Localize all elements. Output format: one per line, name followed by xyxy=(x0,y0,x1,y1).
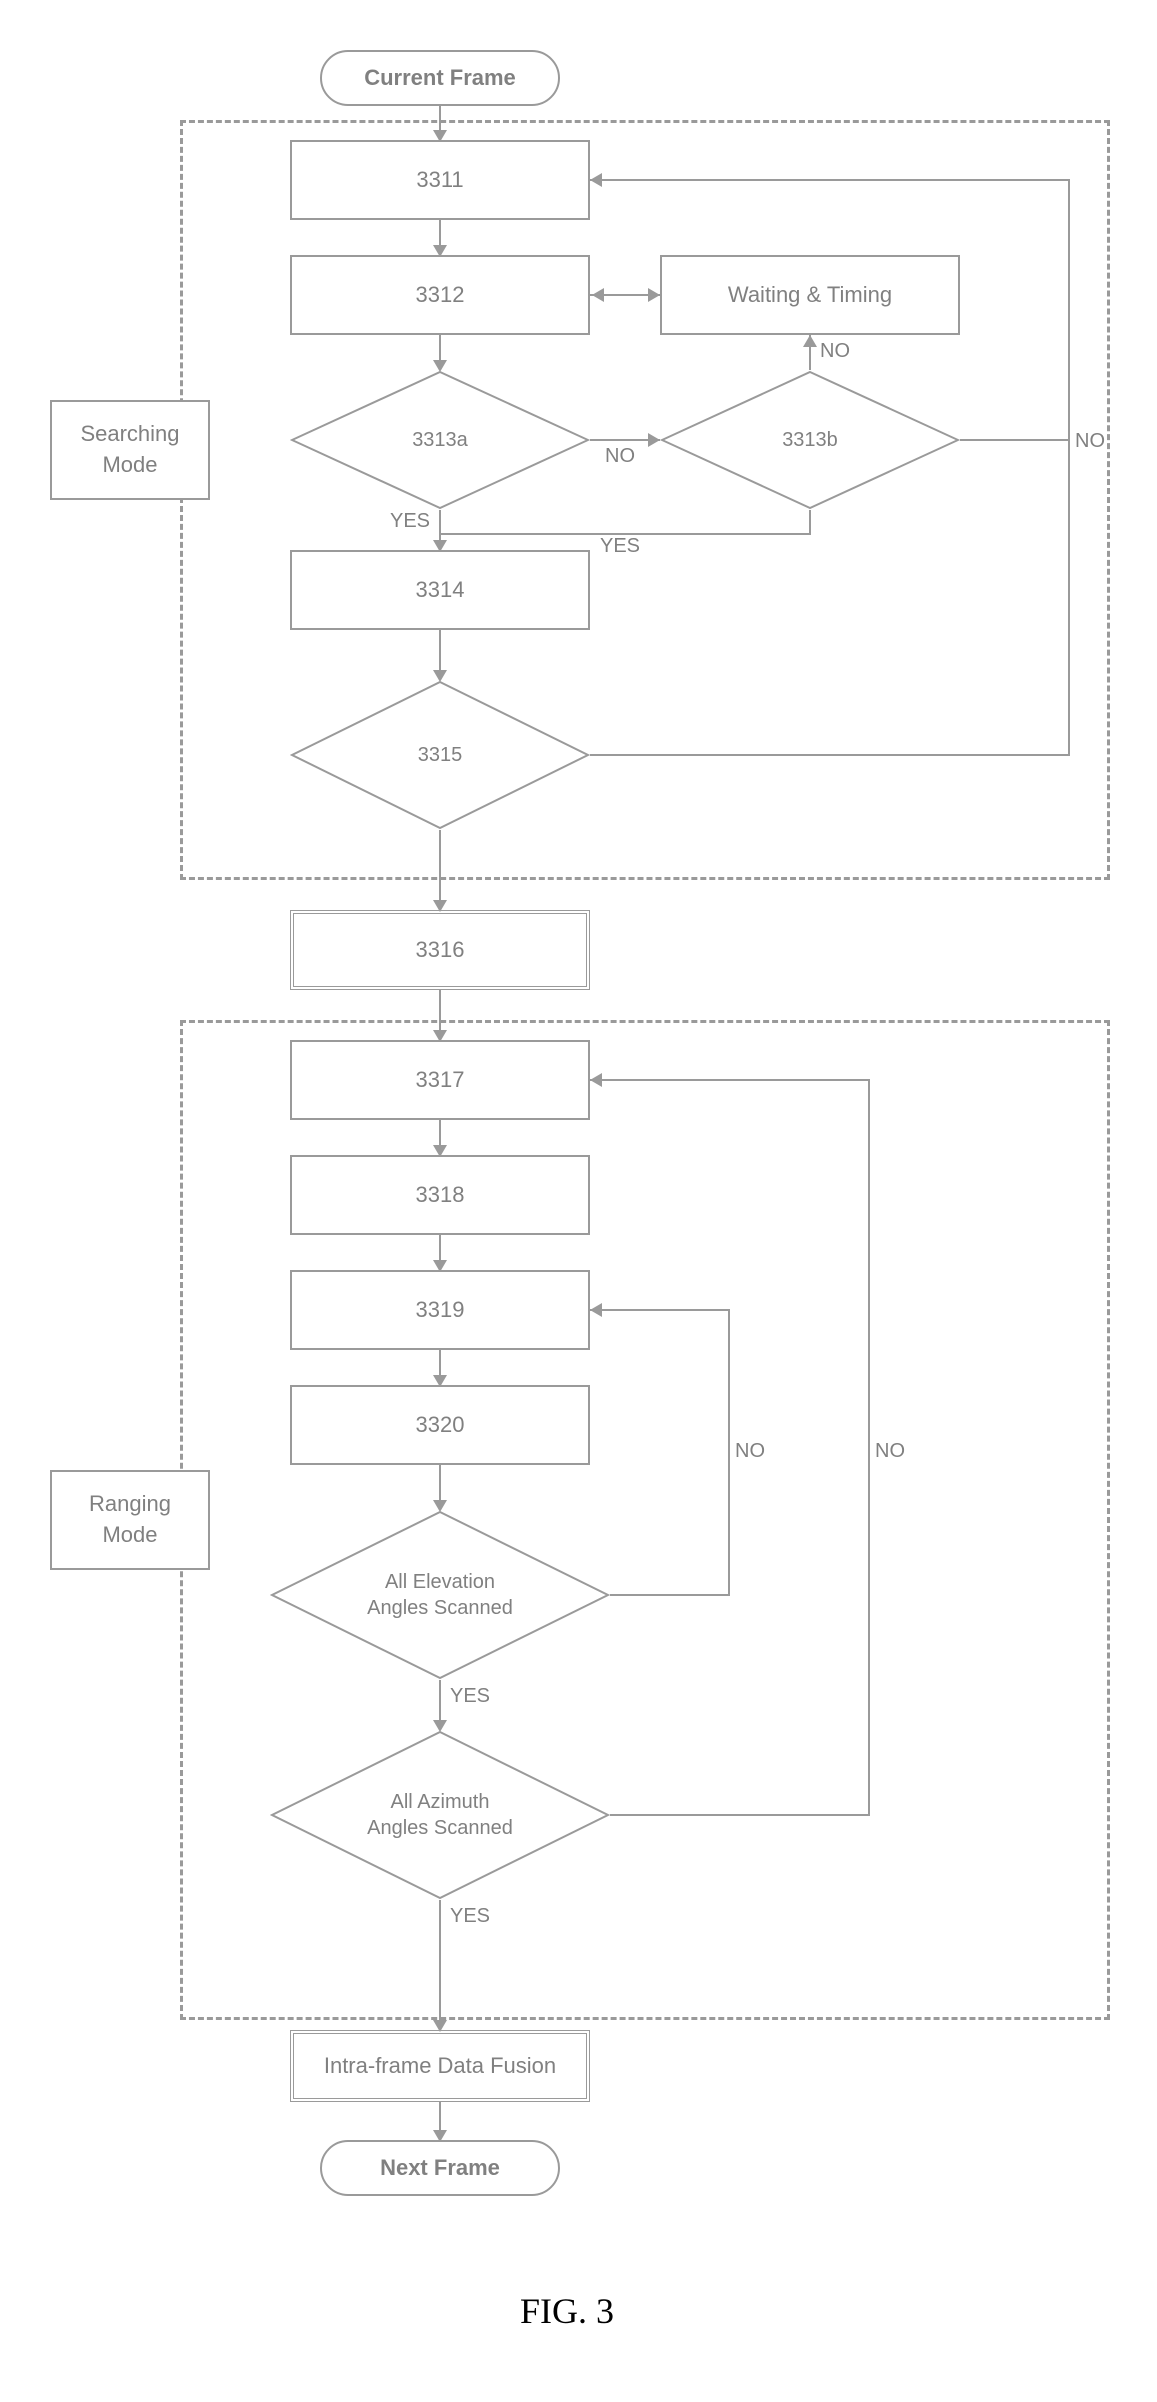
node-3313a: 3313a xyxy=(290,370,590,510)
edge xyxy=(728,1310,730,1596)
edge-arrow xyxy=(433,1720,447,1732)
node-fusion: Intra-frame Data Fusion xyxy=(290,2030,590,2102)
node-3319: 3319 xyxy=(290,1270,590,1350)
edge xyxy=(610,1594,730,1596)
edge-label-no: NO xyxy=(875,1440,905,1463)
edge xyxy=(439,830,441,910)
edge-arrow xyxy=(433,900,447,912)
node-3318-label: 3318 xyxy=(416,1182,465,1208)
edge xyxy=(1068,441,1070,756)
edge xyxy=(960,439,1070,441)
edge-arrow xyxy=(648,288,660,302)
figure-caption-text: FIG. 3 xyxy=(520,2291,614,2331)
end-terminator: Next Frame xyxy=(320,2140,560,2196)
edge xyxy=(439,1900,441,2030)
edge xyxy=(868,1080,870,1816)
edge-arrow xyxy=(433,1260,447,1272)
edge xyxy=(590,754,1070,756)
edge-arrow xyxy=(590,1303,602,1317)
edge-label-yes: YES xyxy=(450,1685,490,1708)
edge-label-no: NO xyxy=(605,445,635,468)
edge-label-yes: YES xyxy=(600,535,640,558)
edge xyxy=(809,510,811,535)
edge-arrow xyxy=(803,335,817,347)
edge-arrow xyxy=(433,1500,447,1512)
start-label: Current Frame xyxy=(364,65,516,91)
node-3319-label: 3319 xyxy=(416,1297,465,1323)
node-3318: 3318 xyxy=(290,1155,590,1235)
node-3316: 3316 xyxy=(290,910,590,990)
node-3312: 3312 xyxy=(290,255,590,335)
edge-arrow xyxy=(433,670,447,682)
edge-arrow xyxy=(433,130,447,142)
node-3311: 3311 xyxy=(290,140,590,220)
node-elevation-label: All ElevationAngles Scanned xyxy=(363,1565,517,1625)
figure-caption: FIG. 3 xyxy=(520,2290,614,2332)
node-3317: 3317 xyxy=(290,1040,590,1120)
searching-mode-text: SearchingMode xyxy=(80,419,179,481)
node-3317-label: 3317 xyxy=(416,1067,465,1093)
edge-arrow xyxy=(433,540,447,552)
node-3315: 3315 xyxy=(290,680,590,830)
edge xyxy=(610,1814,870,1816)
edge xyxy=(590,1079,870,1081)
node-azimuth-label: All AzimuthAngles Scanned xyxy=(363,1785,517,1845)
searching-mode-label: SearchingMode xyxy=(50,400,210,500)
node-3316-label: 3316 xyxy=(416,937,465,963)
node-3320-label: 3320 xyxy=(416,1412,465,1438)
edge-label-yes: YES xyxy=(390,510,430,533)
node-3315-label: 3315 xyxy=(414,738,467,772)
edge xyxy=(590,179,1070,181)
node-waiting-label: Waiting & Timing xyxy=(728,282,892,308)
edge-label-no: NO xyxy=(1075,430,1105,453)
edge-arrow xyxy=(433,2130,447,2142)
edge xyxy=(590,1309,730,1311)
edge-label-no: NO xyxy=(735,1440,765,1463)
edge-arrow xyxy=(433,245,447,257)
node-3313a-label: 3313a xyxy=(408,423,472,457)
node-3313b-label: 3313b xyxy=(778,423,842,457)
edge-arrow xyxy=(433,1030,447,1042)
edge-label-yes: YES xyxy=(450,1905,490,1928)
start-terminator: Current Frame xyxy=(320,50,560,106)
edge-label-no: NO xyxy=(820,340,850,363)
node-fusion-label: Intra-frame Data Fusion xyxy=(324,2053,556,2079)
node-3313b: 3313b xyxy=(660,370,960,510)
edge-arrow xyxy=(433,1145,447,1157)
node-3312-label: 3312 xyxy=(416,282,465,308)
edge xyxy=(1068,180,1070,441)
node-3314: 3314 xyxy=(290,550,590,630)
ranging-mode-text: RangingMode xyxy=(89,1489,171,1551)
edge-arrow xyxy=(433,1375,447,1387)
end-label: Next Frame xyxy=(380,2155,500,2181)
edge-arrow xyxy=(433,360,447,372)
edge-arrow xyxy=(590,1073,602,1087)
edge-arrow xyxy=(590,173,602,187)
node-elevation: All ElevationAngles Scanned xyxy=(270,1510,610,1680)
node-3320: 3320 xyxy=(290,1385,590,1465)
edge-arrow xyxy=(433,2020,447,2032)
ranging-mode-label: RangingMode xyxy=(50,1470,210,1570)
flowchart-canvas: SearchingMode RangingMode Current Frame … xyxy=(40,40,1117,2362)
node-3314-label: 3314 xyxy=(416,577,465,603)
node-waiting: Waiting & Timing xyxy=(660,255,960,335)
edge-arrow xyxy=(592,288,604,302)
node-azimuth: All AzimuthAngles Scanned xyxy=(270,1730,610,1900)
edge-arrow xyxy=(648,433,660,447)
node-3311-label: 3311 xyxy=(416,167,463,193)
